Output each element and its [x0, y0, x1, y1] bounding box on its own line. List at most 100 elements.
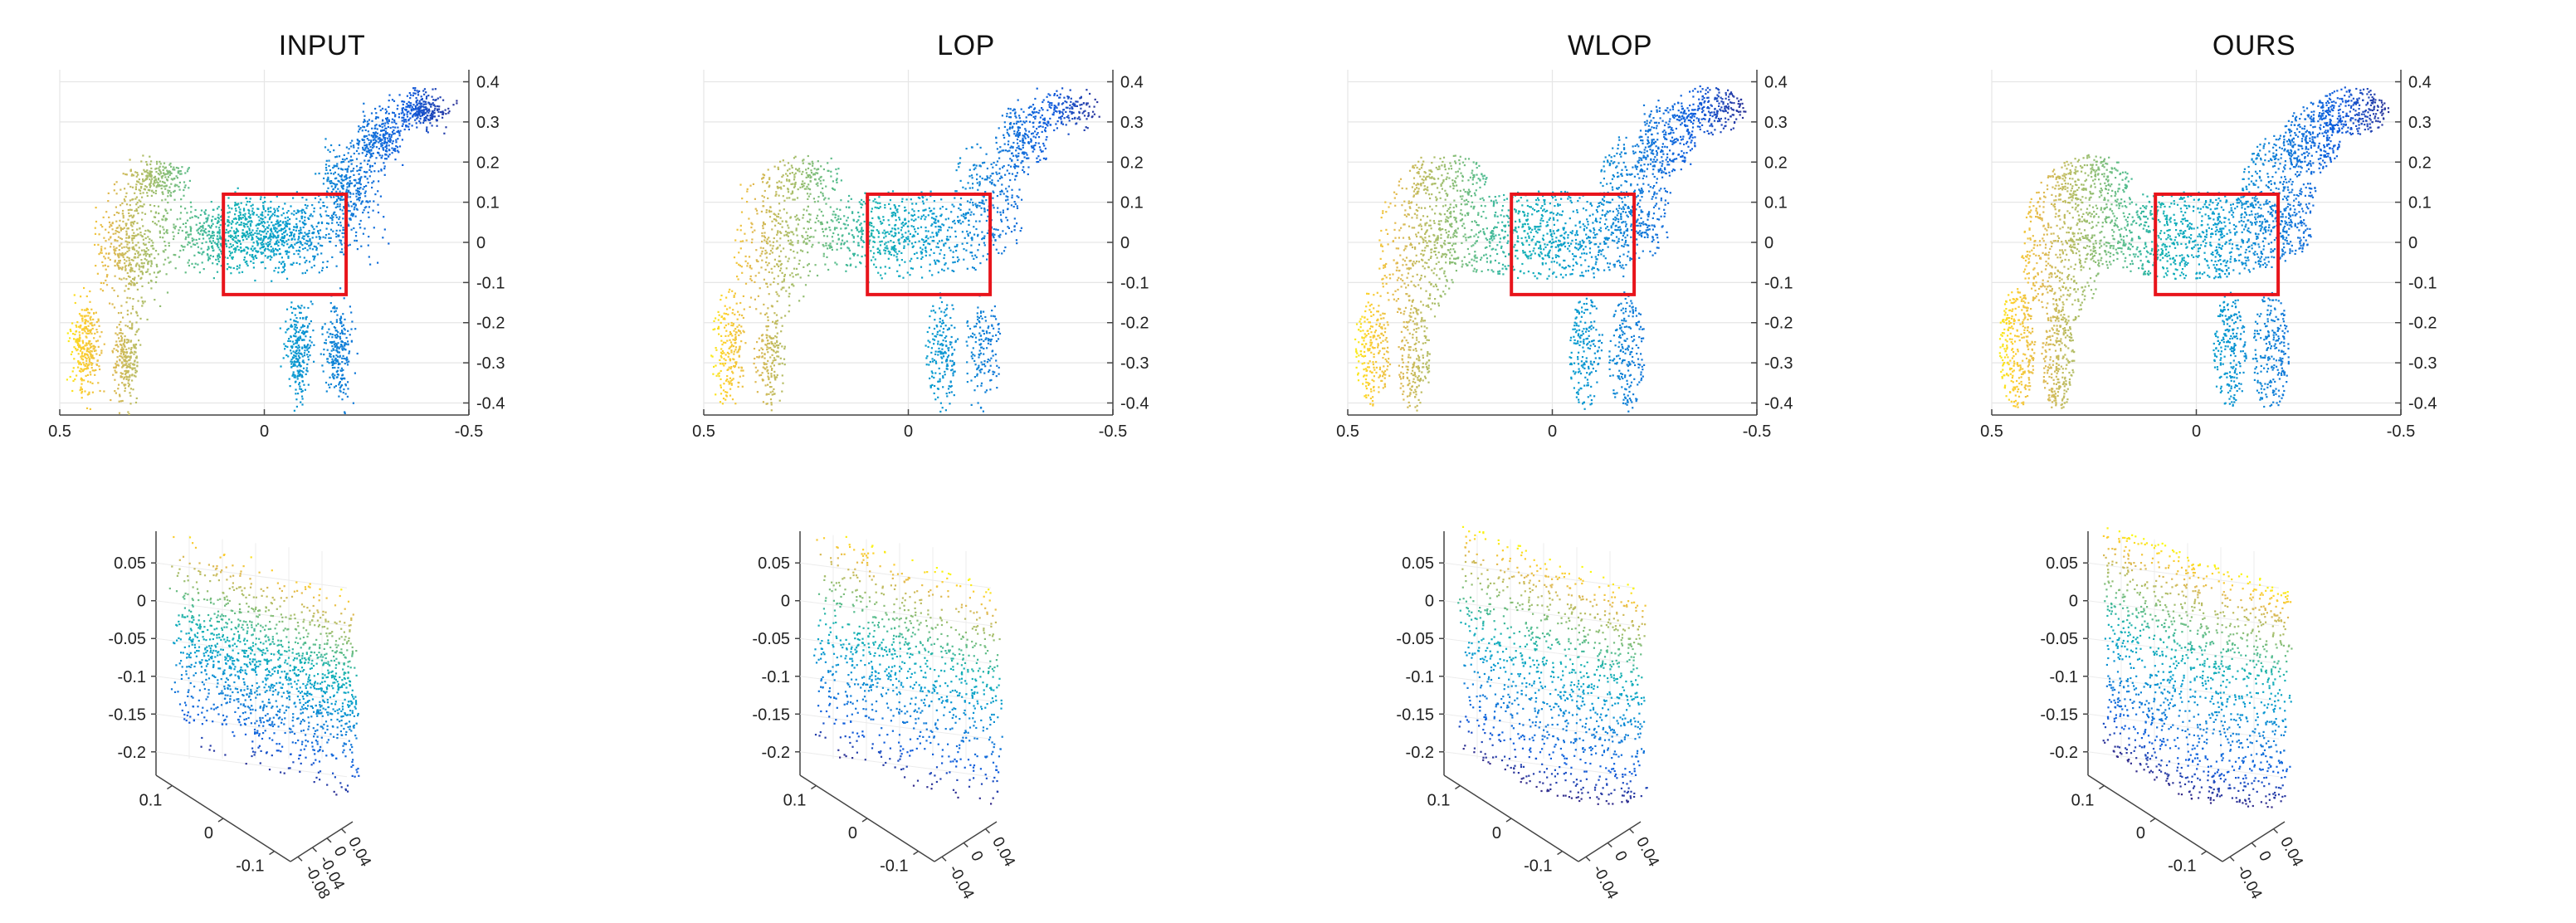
zoom-point — [316, 609, 319, 612]
point — [345, 336, 348, 339]
point — [111, 228, 114, 231]
zoom-point — [348, 637, 350, 639]
point — [349, 179, 351, 183]
point — [142, 238, 144, 241]
point — [393, 100, 396, 102]
point — [328, 232, 330, 236]
zoom-point — [315, 740, 317, 742]
point — [237, 239, 239, 242]
point — [117, 266, 120, 269]
point — [87, 320, 90, 323]
point — [251, 221, 253, 223]
point — [289, 385, 291, 388]
point — [332, 212, 334, 216]
point — [115, 360, 118, 363]
zoom-point — [340, 636, 343, 638]
point — [184, 222, 188, 224]
point — [388, 105, 390, 108]
zoom-point — [326, 741, 329, 744]
zoom-point — [344, 638, 346, 641]
point — [409, 102, 412, 105]
point — [257, 250, 260, 252]
point — [368, 142, 371, 144]
point — [383, 125, 386, 127]
zoom-point — [345, 686, 348, 689]
point — [119, 259, 121, 262]
point — [154, 257, 156, 260]
point — [339, 203, 341, 206]
point — [292, 350, 295, 353]
point — [281, 228, 284, 231]
point — [100, 248, 103, 251]
zoom-point — [306, 683, 309, 686]
zoom-point — [183, 701, 187, 704]
zoom-point — [220, 618, 222, 621]
zoom-point — [337, 688, 339, 691]
zoom-point — [290, 753, 292, 755]
point — [394, 114, 397, 116]
point — [350, 145, 353, 148]
point — [368, 175, 371, 178]
point — [147, 229, 149, 232]
zoom-point — [300, 611, 303, 613]
point — [200, 247, 202, 250]
zoom-point — [295, 657, 298, 660]
zoom-point — [243, 689, 246, 691]
zoom-point — [194, 635, 197, 637]
point — [150, 261, 153, 263]
point — [126, 227, 129, 230]
point — [300, 231, 302, 233]
point — [341, 378, 344, 380]
zoom-point — [293, 669, 295, 671]
point — [387, 137, 389, 139]
point — [350, 212, 353, 215]
point — [301, 355, 304, 358]
point — [402, 119, 405, 121]
point — [217, 245, 219, 247]
point — [341, 209, 344, 212]
point — [340, 195, 344, 198]
point — [286, 219, 289, 222]
zoom-point — [327, 620, 329, 623]
point — [349, 170, 353, 173]
point — [142, 265, 144, 267]
point — [85, 332, 88, 335]
point — [343, 207, 345, 209]
point — [97, 243, 100, 246]
point — [129, 362, 132, 364]
point — [119, 266, 122, 269]
zoom-point — [223, 669, 226, 671]
point — [76, 325, 78, 328]
point — [234, 232, 237, 235]
zoom-point — [220, 638, 222, 642]
point — [333, 173, 335, 175]
point — [310, 320, 312, 323]
zoom-point — [265, 679, 267, 681]
point — [229, 254, 232, 256]
zoom-point — [336, 718, 339, 720]
zoom-point — [219, 692, 222, 695]
zoom-point — [264, 715, 267, 717]
zoom-point — [351, 689, 354, 691]
point — [326, 222, 329, 224]
point — [81, 369, 85, 373]
point — [314, 255, 316, 257]
point — [427, 101, 430, 104]
zoom-point — [246, 693, 248, 696]
point — [341, 232, 344, 234]
point — [80, 386, 82, 388]
point — [337, 197, 340, 200]
zoom-point — [291, 730, 294, 733]
zoom-point — [279, 605, 281, 608]
point — [334, 200, 337, 203]
point — [299, 335, 301, 338]
point — [348, 185, 351, 188]
point — [339, 222, 342, 224]
point — [349, 176, 352, 178]
point — [198, 222, 201, 224]
point — [81, 359, 84, 361]
zoom-point — [305, 734, 307, 736]
zoom-point — [287, 657, 290, 659]
zoom-point — [347, 665, 349, 667]
point — [218, 237, 221, 240]
